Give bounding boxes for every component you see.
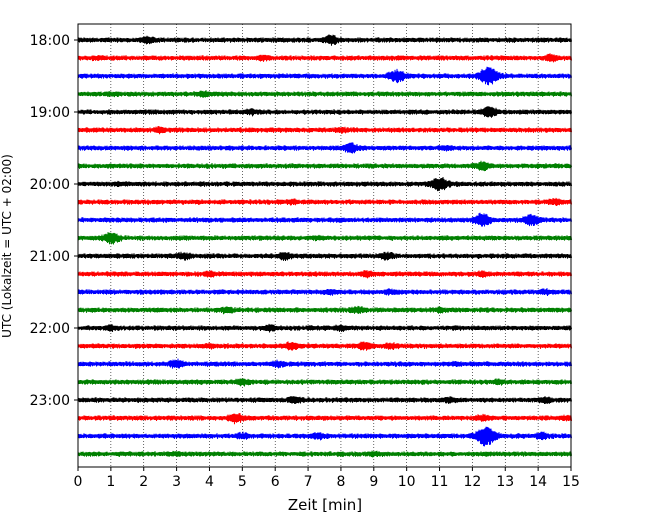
y-tick-label: 18:00 — [30, 33, 70, 49]
y-axis-ticks: 18:00 19:00 20:00 21:00 22:00 23:00 — [30, 33, 78, 409]
y-axis-label: UTC (Lokalzeit = UTC + 02:00) — [0, 154, 14, 338]
trace-2300 — [77, 395, 572, 405]
x-tick-label: 7 — [304, 474, 313, 490]
trace-1815 — [77, 53, 572, 63]
x-tick-label: 0 — [74, 474, 83, 490]
plot-frame — [77, 23, 572, 468]
x-tick-label: 2 — [139, 474, 148, 490]
trace-2145 — [77, 305, 572, 315]
seismic-traces — [77, 34, 572, 458]
trace-2115 — [77, 270, 572, 279]
trace-2000 — [77, 176, 572, 192]
trace-2130 — [77, 288, 572, 297]
y-tick-label: 22:00 — [30, 321, 70, 337]
y-tick-label: 20:00 — [30, 177, 70, 193]
x-axis-ticks: 0 1 2 3 4 5 6 7 8 9 10 11 12 13 14 15 — [74, 467, 580, 490]
y-tick-label: 21:00 — [30, 249, 70, 265]
y-tick-label: 23:00 — [30, 393, 70, 409]
x-tick-label: 8 — [336, 474, 345, 490]
x-tick-label: 1 — [106, 474, 115, 490]
x-tick-label: 15 — [562, 474, 580, 490]
x-tick-label: 3 — [172, 474, 181, 490]
x-tick-label: 11 — [431, 474, 449, 490]
trace-1930 — [77, 142, 572, 154]
trace-2230 — [77, 358, 572, 369]
trace-1900 — [77, 106, 572, 118]
trace-2100 — [77, 251, 572, 262]
trace-2045 — [77, 232, 572, 245]
trace-2315 — [77, 413, 572, 425]
x-axis-label: Zeit [min] — [288, 496, 362, 514]
y-tick-label: 19:00 — [30, 105, 70, 121]
x-tick-label: 10 — [398, 474, 416, 490]
trace-1915 — [77, 125, 572, 135]
x-tick-label: 5 — [238, 474, 247, 490]
x-tick-label: 4 — [205, 474, 214, 490]
trace-2030 — [77, 212, 572, 227]
trace-2330 — [77, 426, 572, 447]
x-tick-label: 13 — [496, 474, 514, 490]
trace-1845 — [77, 90, 572, 98]
trace-2245 — [77, 378, 572, 387]
trace-2200 — [77, 323, 572, 333]
trace-1830 — [77, 66, 572, 86]
x-tick-label: 14 — [529, 474, 547, 490]
trace-2015 — [77, 197, 572, 207]
x-tick-label: 6 — [271, 474, 280, 490]
trace-2215 — [77, 341, 572, 351]
x-tick-label: 9 — [369, 474, 378, 490]
x-tick-label: 12 — [463, 474, 481, 490]
trace-1800 — [77, 34, 572, 46]
trace-2345 — [77, 450, 572, 458]
trace-1945 — [77, 160, 572, 172]
